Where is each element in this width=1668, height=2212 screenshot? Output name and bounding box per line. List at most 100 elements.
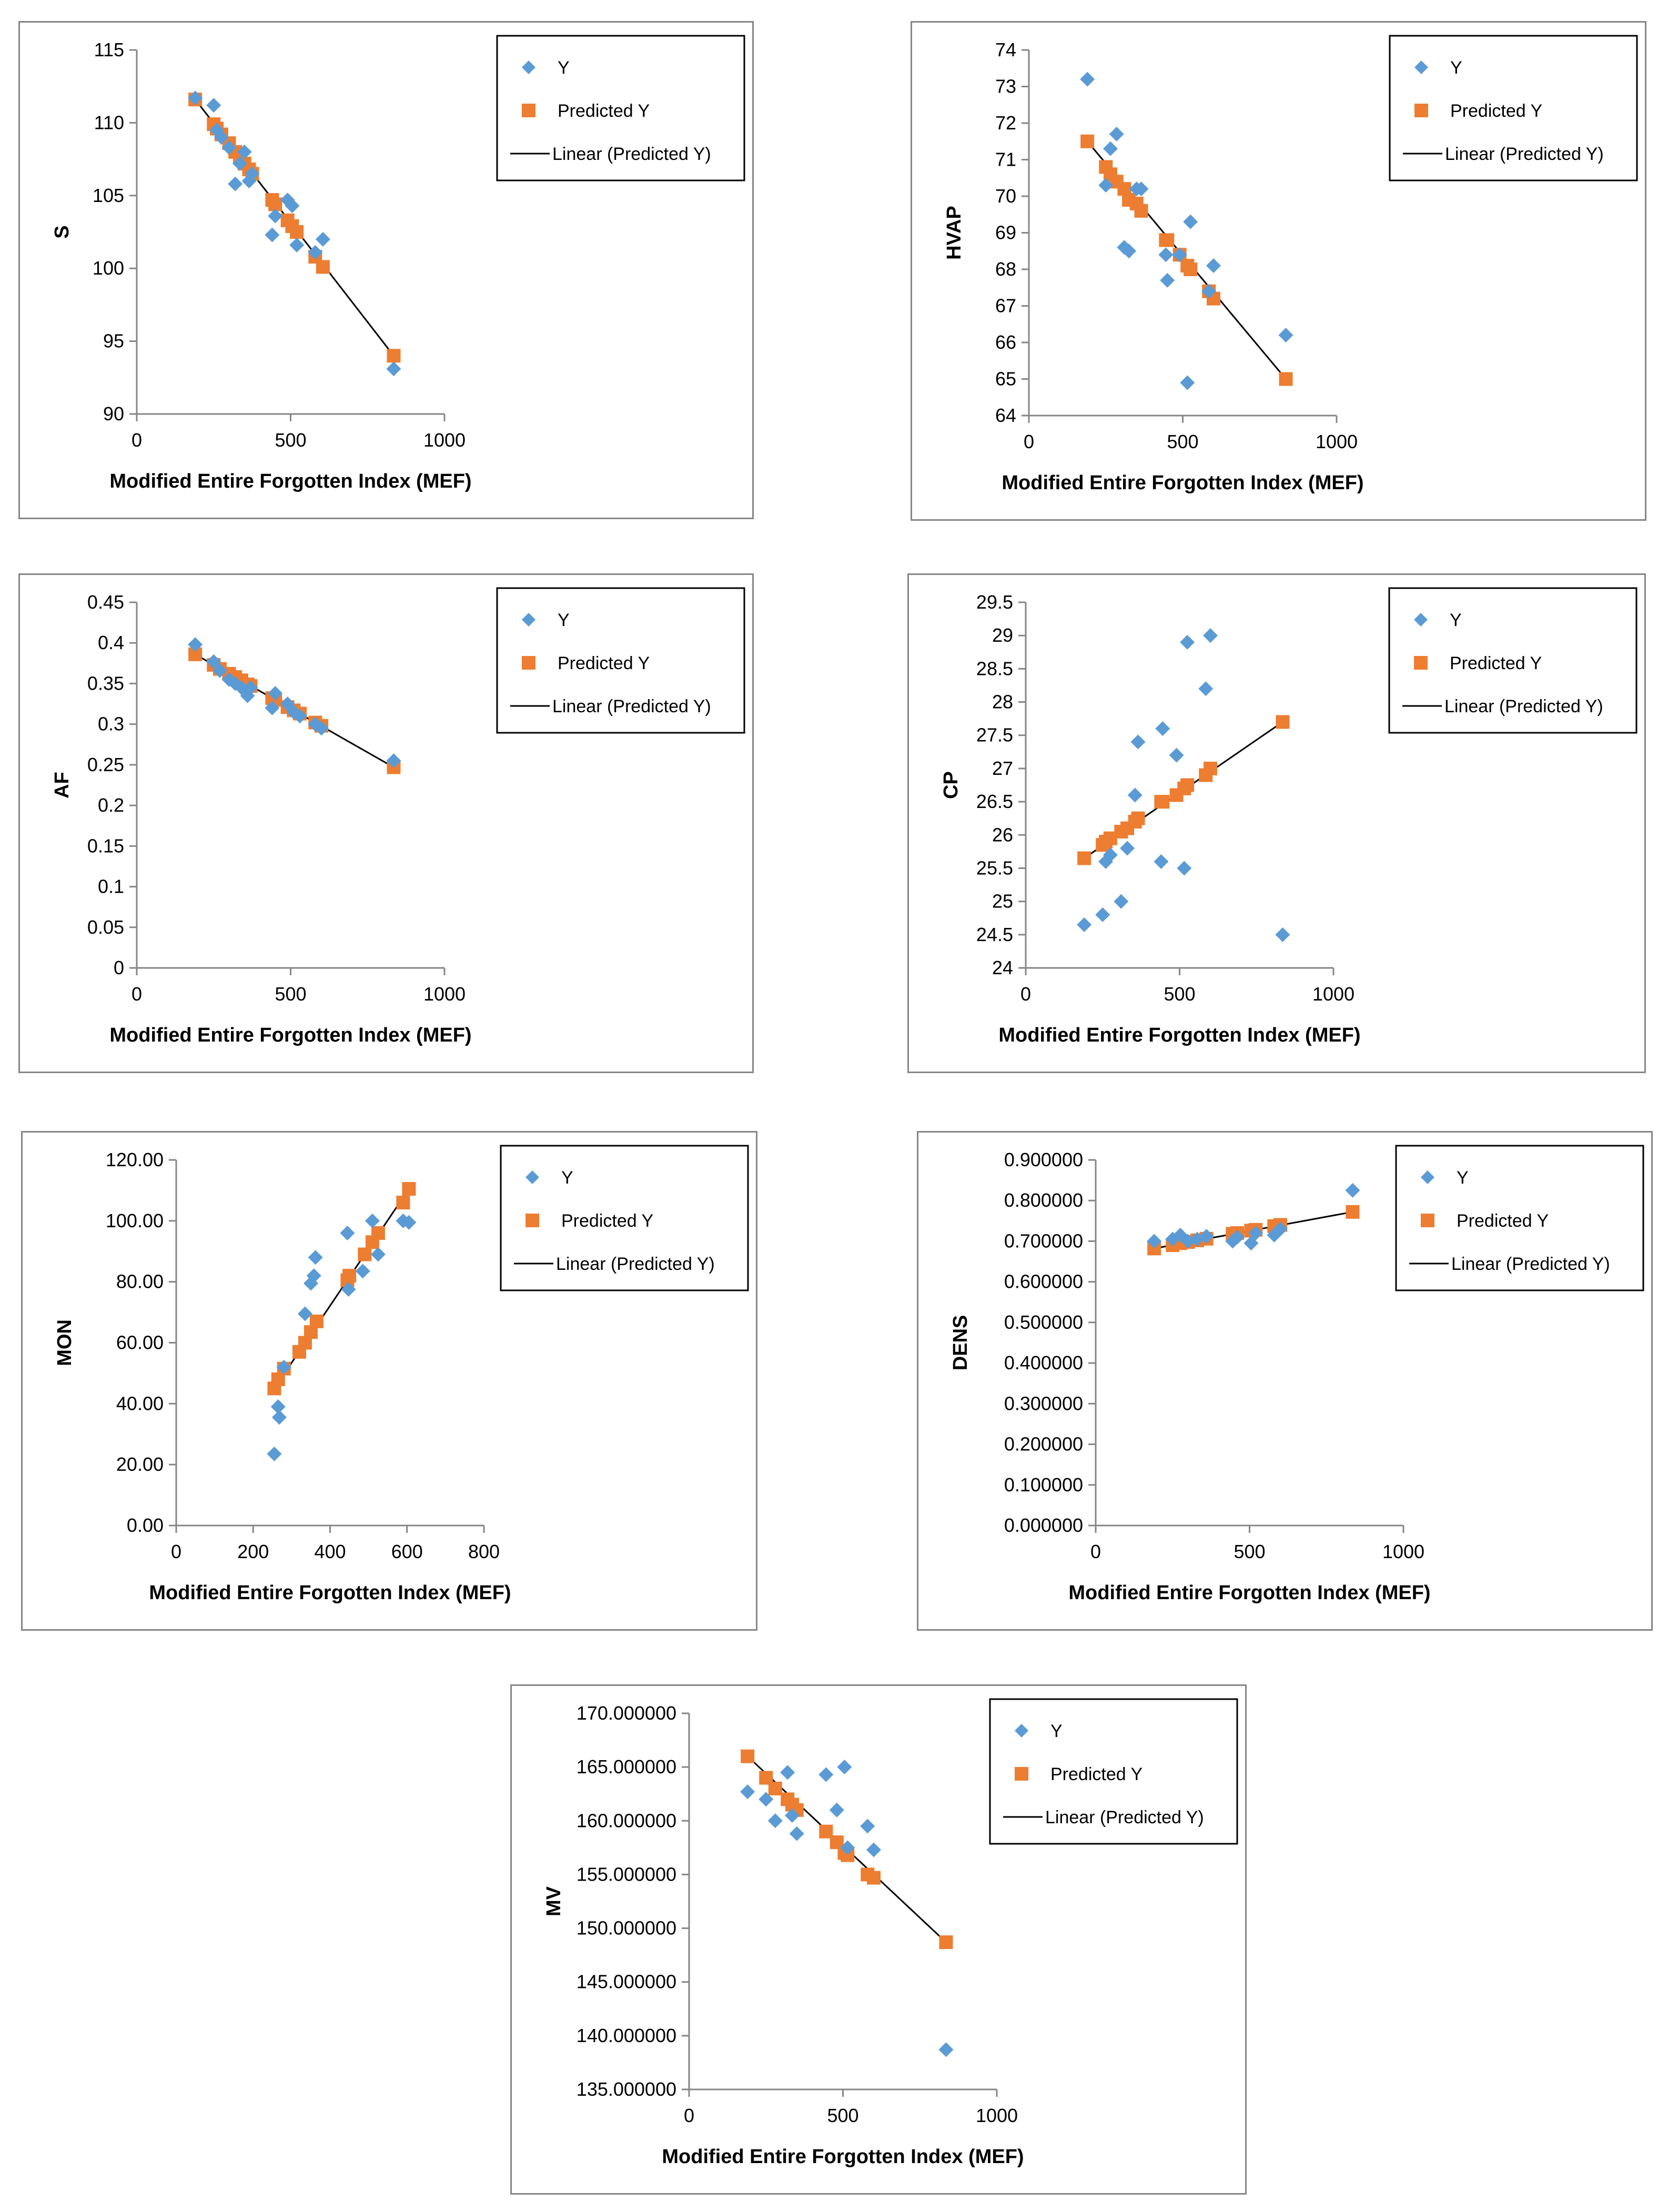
y-tick-label: 24 bbox=[992, 957, 1013, 978]
y-tick-label: 0.3 bbox=[98, 713, 124, 735]
y-tick-label: 60.00 bbox=[116, 1332, 164, 1354]
y-tick-label: 120.00 bbox=[106, 1149, 164, 1170]
x-tick-label: 0 bbox=[132, 983, 142, 1005]
y-tick-label: 66 bbox=[995, 331, 1016, 353]
observed-y-point bbox=[308, 1250, 323, 1265]
observed-y-point bbox=[265, 700, 280, 715]
y-tick-label: 24.5 bbox=[976, 924, 1013, 945]
observed-y-point bbox=[1180, 634, 1195, 650]
legend: Y Predicted Y Linear (Predicted Y) bbox=[496, 35, 745, 181]
legend-predicted-label: Predicted Y bbox=[1450, 101, 1542, 121]
x-tick-label: 800 bbox=[468, 1541, 500, 1562]
y-axis-title: MV bbox=[543, 1886, 565, 1916]
observed-y-point bbox=[341, 1282, 356, 1297]
y-tick-label: 0.05 bbox=[87, 916, 124, 938]
legend-box bbox=[1389, 35, 1638, 181]
predicted-y-point bbox=[1077, 851, 1091, 865]
observed-y-point bbox=[938, 2042, 954, 2057]
observed-y-point bbox=[759, 1792, 774, 1807]
predicted-y-point bbox=[316, 260, 330, 274]
y-tick-label: 0.15 bbox=[87, 835, 124, 856]
legend-predicted-label: Predicted Y bbox=[1050, 1764, 1143, 1784]
observed-y-point bbox=[292, 709, 308, 724]
y-tick-label: 0.300000 bbox=[1004, 1392, 1083, 1414]
y-tick-label: 80.00 bbox=[116, 1271, 164, 1292]
predicted-y-point bbox=[358, 1247, 372, 1261]
legend: Y Predicted Y Linear (Predicted Y) bbox=[1389, 35, 1638, 181]
legend-linear-label: Linear (Predicted Y) bbox=[1451, 1254, 1610, 1274]
predicted-y-series bbox=[1080, 134, 1293, 386]
observed-y-point bbox=[1165, 1231, 1180, 1247]
predicted-y-point bbox=[387, 349, 401, 363]
observed-y-point bbox=[1198, 681, 1214, 696]
y-tick-label: 90 bbox=[103, 403, 124, 425]
x-axis-title: Modified Entire Forgotten Index (MEF) bbox=[1068, 1582, 1430, 1604]
y-tick-label: 25.5 bbox=[976, 857, 1013, 878]
x-tick-label: 0 bbox=[132, 429, 142, 451]
x-tick-label: 600 bbox=[391, 1541, 423, 1562]
predicted-y-point bbox=[1131, 811, 1145, 825]
observed-y-point bbox=[221, 140, 237, 155]
y-tick-label: 0.800000 bbox=[1004, 1189, 1083, 1211]
observed-y-point bbox=[270, 1399, 286, 1415]
y-tick-label: 0.200000 bbox=[1004, 1433, 1083, 1455]
x-tick-label: 1000 bbox=[1312, 983, 1354, 1005]
observed-y-point bbox=[268, 208, 283, 224]
predicted-y-point bbox=[1204, 761, 1217, 775]
legend-y-label: Y bbox=[1457, 1168, 1469, 1188]
legend-y-marker bbox=[522, 60, 535, 74]
observed-y-point bbox=[340, 1226, 355, 1240]
observed-y-point bbox=[308, 245, 323, 260]
observed-y-series bbox=[188, 90, 401, 377]
y-tick-label: 160.000000 bbox=[577, 1810, 676, 1831]
y-tick-label: 0.400000 bbox=[1004, 1352, 1083, 1373]
predicted-y-point bbox=[1279, 372, 1293, 386]
observed-y-point bbox=[1121, 244, 1137, 259]
observed-y-series bbox=[1147, 1183, 1360, 1251]
observed-y-point bbox=[1114, 894, 1129, 909]
predicted-y-point bbox=[371, 1226, 385, 1240]
observed-y-point bbox=[1177, 861, 1192, 876]
legend-linear-label: Linear (Predicted Y) bbox=[552, 144, 711, 164]
observed-y-point bbox=[860, 1819, 875, 1834]
observed-y-point bbox=[1160, 272, 1175, 288]
y-tick-label: 28 bbox=[992, 691, 1013, 713]
legend-predicted-label: Predicted Y bbox=[561, 1211, 653, 1231]
observed-y-point bbox=[267, 1446, 282, 1461]
y-tick-label: 140.000000 bbox=[577, 2025, 676, 2046]
x-tick-label: 500 bbox=[275, 983, 306, 1005]
legend-box bbox=[500, 1145, 749, 1291]
legend-linear-label: Linear (Predicted Y) bbox=[1445, 144, 1604, 164]
observed-y-point bbox=[784, 1808, 800, 1823]
y-tick-label: 29.5 bbox=[976, 591, 1013, 613]
observed-y-point bbox=[1120, 841, 1135, 856]
observed-y-series bbox=[188, 637, 401, 769]
observed-y-point bbox=[1158, 247, 1174, 262]
x-tick-label: 1000 bbox=[976, 2105, 1018, 2126]
y-tick-label: 27.5 bbox=[976, 724, 1013, 746]
observed-y-point bbox=[188, 637, 203, 652]
observed-y-point bbox=[1127, 787, 1143, 803]
y-tick-label: 65 bbox=[995, 368, 1016, 390]
legend-linear-label: Linear (Predicted Y) bbox=[1045, 1807, 1204, 1827]
x-tick-label: 0 bbox=[171, 1541, 181, 1562]
legend-y-marker bbox=[522, 613, 535, 627]
observed-y-point bbox=[245, 166, 260, 181]
legend-box bbox=[1388, 587, 1637, 734]
legend-y-label: Y bbox=[558, 610, 570, 630]
x-axis-title: Modified Entire Forgotten Index (MEF) bbox=[662, 2146, 1024, 2168]
legend-box bbox=[989, 1698, 1238, 1845]
observed-y-point bbox=[1103, 141, 1118, 156]
predicted-y-point bbox=[1180, 778, 1195, 792]
legend: Y Predicted Y Linear (Predicted Y) bbox=[1388, 587, 1637, 734]
y-tick-label: 67 bbox=[995, 295, 1016, 317]
x-tick-label: 1000 bbox=[1316, 431, 1358, 452]
y-tick-label: 105 bbox=[93, 185, 124, 206]
observed-y-point bbox=[767, 1813, 783, 1829]
x-tick-label: 0 bbox=[1024, 431, 1034, 452]
x-tick-label: 500 bbox=[1167, 431, 1198, 452]
y-tick-label: 0.25 bbox=[87, 754, 124, 775]
x-tick-label: 0 bbox=[1020, 983, 1031, 1005]
y-tick-label: 0 bbox=[114, 957, 124, 978]
y-tick-label: 165.000000 bbox=[577, 1756, 676, 1777]
